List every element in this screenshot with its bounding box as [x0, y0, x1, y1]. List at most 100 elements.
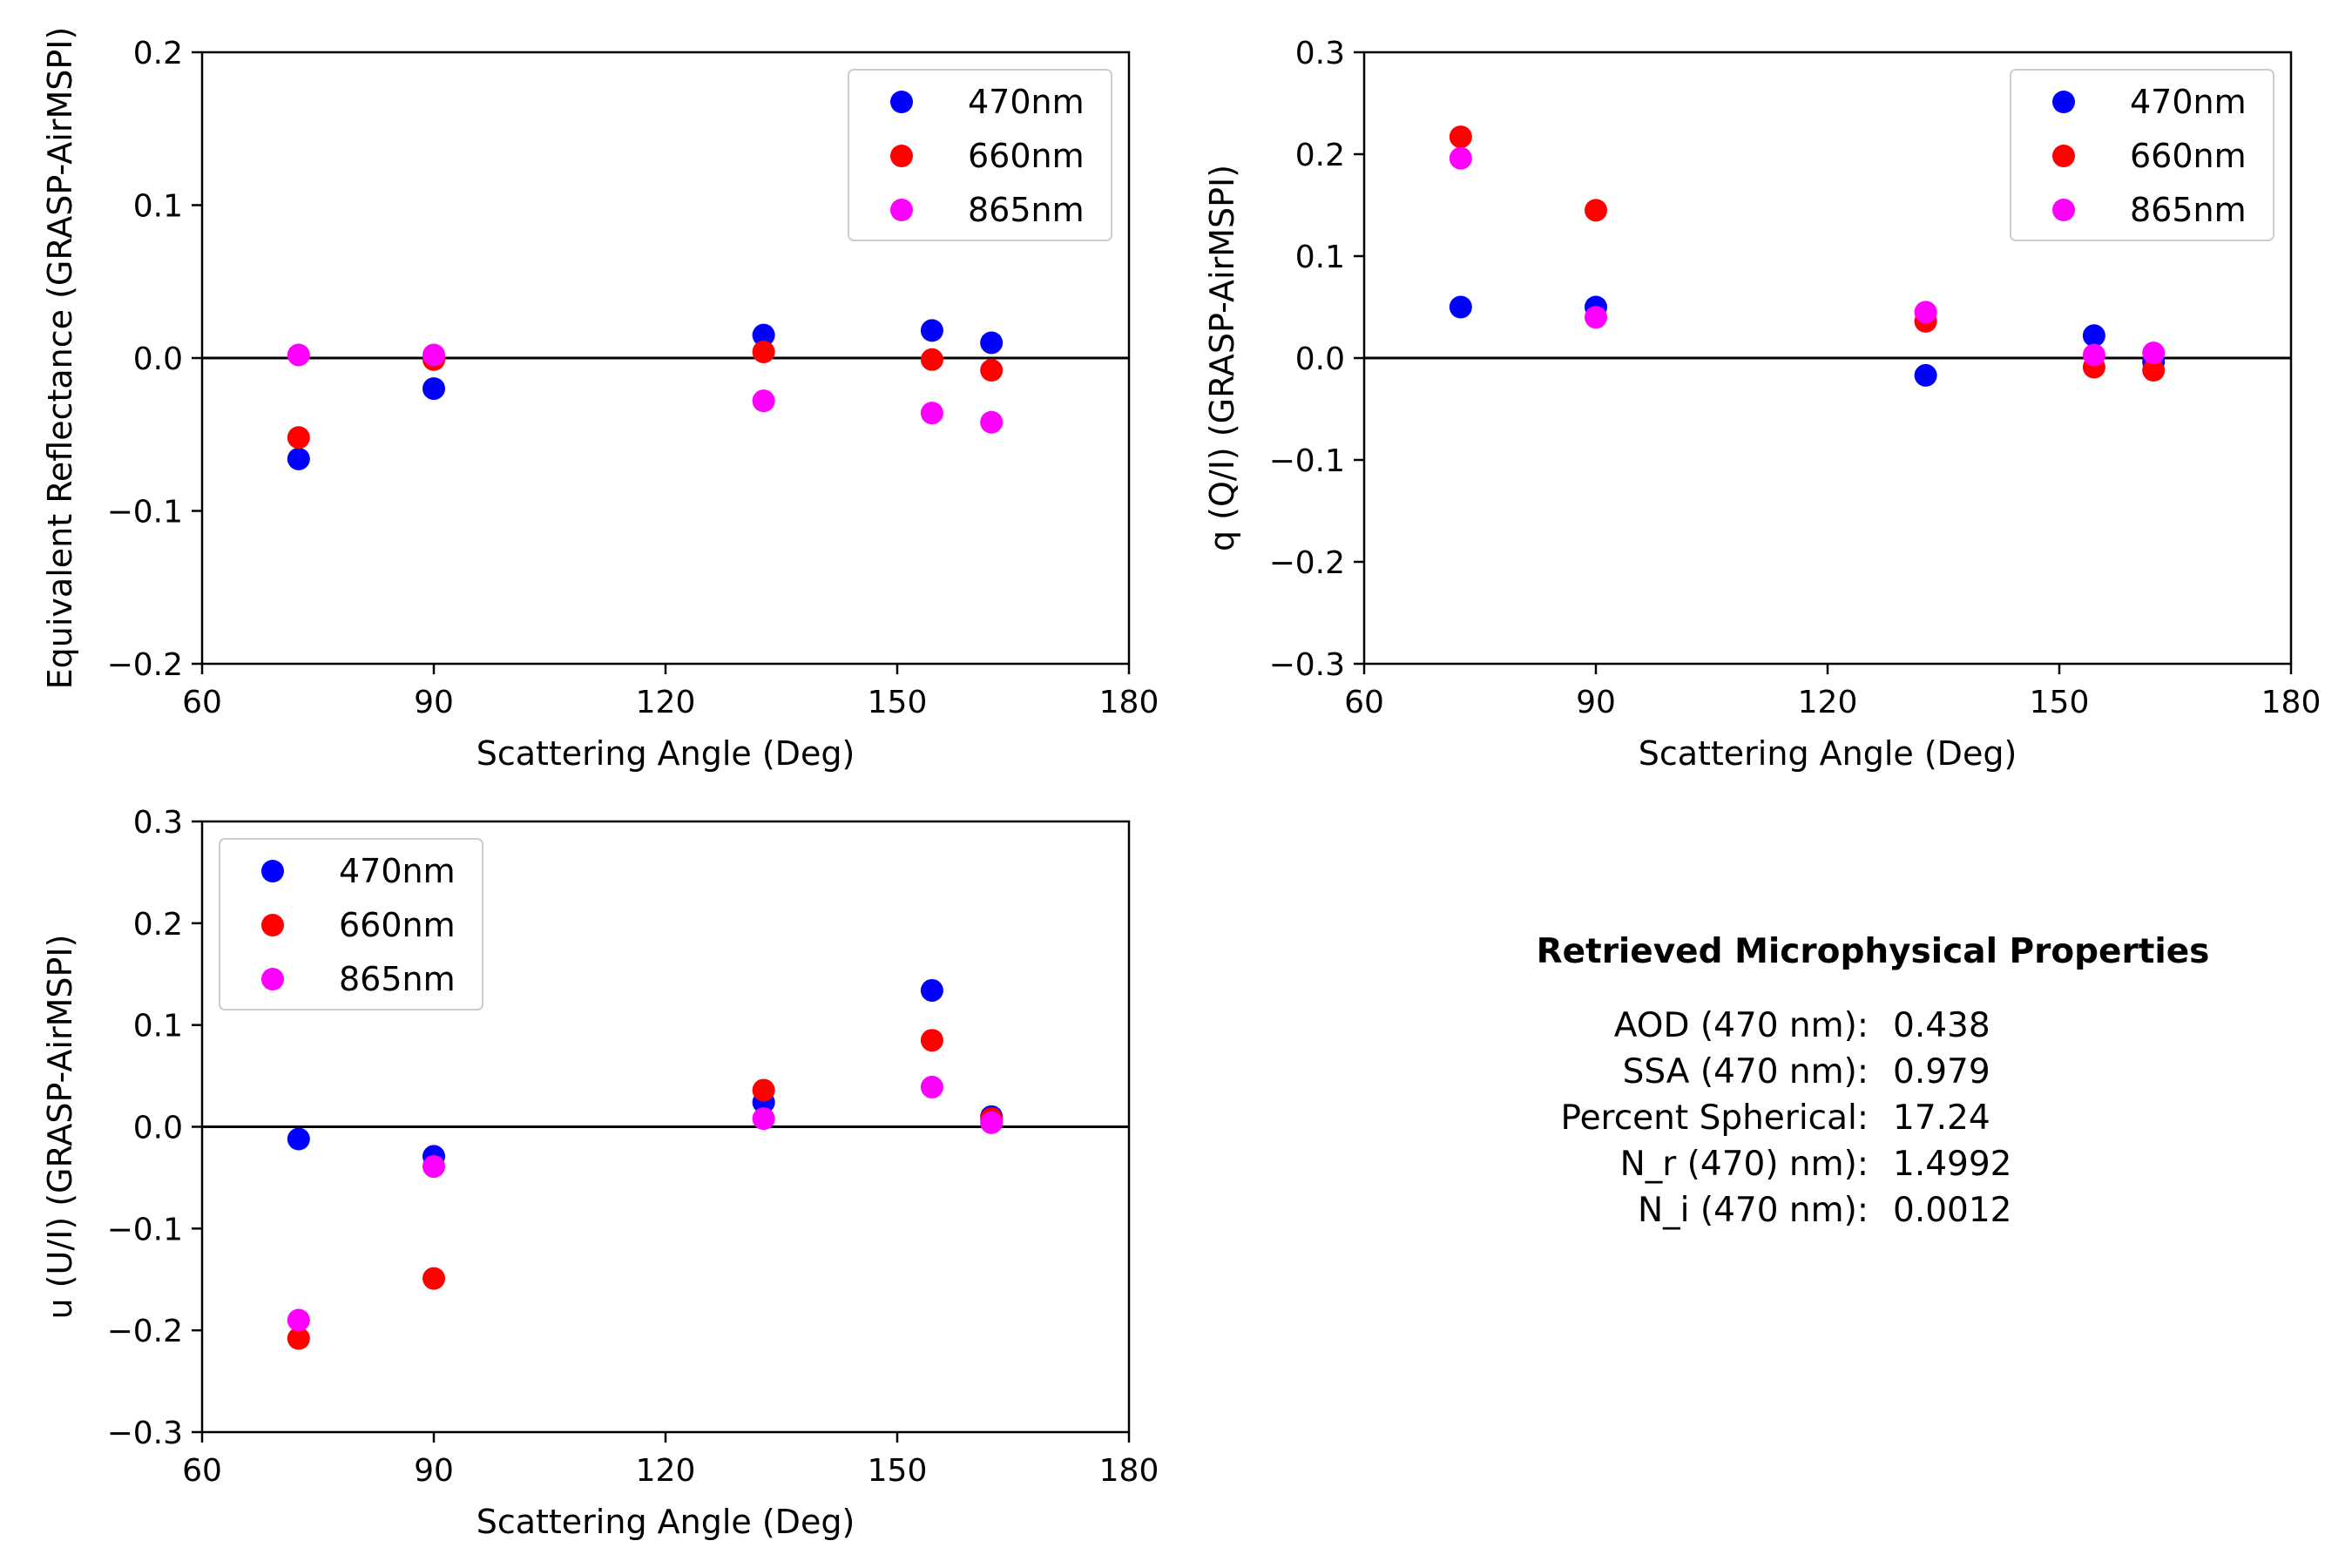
data-point-865nm	[752, 389, 775, 413]
x-tick-label: 90	[1576, 685, 1616, 720]
y-tick-label: −0.2	[107, 647, 183, 683]
data-point-865nm	[2142, 341, 2166, 365]
x-tick-label: 60	[182, 685, 222, 720]
properties-title: Retrieved Microphysical Properties	[1536, 932, 2210, 971]
data-point-865nm	[1449, 146, 1472, 170]
x-tick-label: 60	[182, 1453, 222, 1489]
property-row-ni: N_i (470 nm): 0.0012	[1481, 1187, 2265, 1233]
y-axis-label: Equivalent Reflectance (GRASP-AirMSPI)	[41, 27, 79, 690]
legend-marker-660nm	[2052, 145, 2075, 167]
legend-box	[848, 69, 1112, 241]
data-point-660nm	[1585, 199, 1607, 222]
data-point-865nm	[920, 1075, 943, 1098]
legend-marker-660nm	[261, 914, 284, 936]
property-value: 0.438	[1893, 1006, 1990, 1045]
data-point-470nm	[2082, 324, 2105, 348]
legend-label-865nm: 865nm	[2130, 191, 2247, 229]
x-axis-label: Scattering Angle (Deg)	[476, 734, 855, 773]
property-row-aod: AOD (470 nm): 0.438	[1481, 1003, 2265, 1049]
y-tick-label: 0.2	[133, 36, 183, 71]
y-axis-label: q (Q/I) (GRASP-AirMSPI)	[1203, 165, 1241, 551]
legend-marker-470nm	[2052, 91, 2075, 113]
legend: 470nm 660nm 865nm	[2010, 69, 2274, 241]
legend: 470nm 660nm 865nm	[848, 69, 1112, 241]
x-tick-label: 150	[868, 1453, 928, 1489]
x-tick-label: 60	[1344, 685, 1384, 720]
data-point-470nm	[980, 331, 1004, 355]
data-point-865nm	[920, 402, 943, 425]
legend-label-470nm: 470nm	[2130, 83, 2247, 121]
x-tick-label: 150	[2030, 685, 2090, 720]
data-point-865nm	[287, 343, 310, 367]
data-point-865nm	[1585, 306, 1607, 329]
property-label: N_i (470 nm):	[1637, 1191, 1869, 1230]
x-tick-label: 90	[414, 685, 454, 720]
legend-box	[2010, 69, 2274, 241]
x-axis-label: Scattering Angle (Deg)	[1639, 734, 2017, 773]
data-point-865nm	[980, 410, 1004, 434]
legend-marker-470nm	[261, 860, 284, 882]
legend-box	[219, 838, 483, 1010]
y-tick-label: −0.1	[107, 495, 183, 531]
chart-panel-3: 60 90 120 150 180 −0.3 −0.2 −0.1 0.0 0.1 0.2 0.3 Sca…	[41, 805, 1159, 1541]
y-tick-label: −0.1	[1269, 443, 1345, 479]
data-point-660nm	[287, 1327, 310, 1350]
legend-marker-865nm	[261, 968, 284, 990]
y-tick-label: 0.0	[133, 341, 183, 377]
y-tick-label: 0.1	[1295, 240, 1345, 275]
property-row-nr: N_r (470) nm): 1.4992	[1481, 1141, 2265, 1187]
property-value: 0.0012	[1893, 1191, 2012, 1230]
data-point-865nm	[422, 343, 445, 367]
property-label: AOD (470 nm):	[1613, 1006, 1869, 1045]
y-tick-label: 0.2	[1295, 138, 1345, 173]
x-tick-label: 180	[1099, 1453, 1159, 1489]
x-tick-label: 180	[2261, 685, 2322, 720]
y-tick-label: 0.2	[133, 907, 183, 943]
data-point-865nm	[1914, 301, 1937, 324]
legend-label-660nm: 660nm	[2130, 137, 2247, 175]
legend-label-470nm: 470nm	[968, 83, 1085, 121]
data-point-865nm	[287, 1308, 310, 1332]
x-tick-label: 120	[1798, 685, 1858, 720]
data-point-660nm	[752, 1078, 775, 1102]
y-tick-label: −0.1	[107, 1212, 183, 1247]
chart-panel-1: 60 90 120 150 180 −0.2 −0.1 0.0 0.1 0.2 Scattering…	[41, 27, 1159, 773]
x-tick-label: 120	[636, 1453, 696, 1489]
data-point-660nm	[422, 1267, 445, 1290]
data-point-470nm	[1914, 363, 1937, 387]
legend-label-865nm: 865nm	[968, 191, 1085, 229]
legend-label-470nm: 470nm	[339, 852, 456, 890]
y-tick-label: 0.3	[1295, 36, 1345, 71]
property-label: SSA (470 nm):	[1622, 1052, 1869, 1092]
chart-panel-2: 60 90 120 150 180 −0.3 −0.2 −0.1 0.0 0.1 0.2 0.3 Sca…	[1203, 36, 2321, 773]
data-point-660nm	[980, 359, 1004, 382]
property-row-percent-spherical: Percent Spherical: 17.24	[1481, 1095, 2265, 1141]
data-point-470nm	[1449, 295, 1472, 319]
data-point-865nm	[980, 1111, 1004, 1134]
property-value: 17.24	[1893, 1098, 1990, 1138]
legend: 470nm 660nm 865nm	[219, 838, 483, 1010]
y-tick-label: 0.0	[1295, 341, 1345, 377]
y-tick-label: 0.0	[133, 1111, 183, 1146]
data-point-865nm	[422, 1155, 445, 1179]
y-tick-label: −0.3	[107, 1416, 183, 1451]
property-value: 1.4992	[1893, 1145, 2012, 1184]
legend-label-660nm: 660nm	[968, 137, 1085, 175]
data-point-660nm	[1449, 125, 1472, 149]
legend-marker-865nm	[890, 199, 913, 221]
x-axis-label: Scattering Angle (Deg)	[476, 1503, 855, 1541]
property-value: 0.979	[1893, 1052, 1990, 1092]
data-point-470nm	[752, 323, 775, 347]
property-label: N_r (470) nm):	[1619, 1145, 1869, 1184]
data-point-660nm	[752, 340, 775, 363]
data-point-470nm	[920, 978, 943, 1002]
data-point-660nm	[920, 348, 943, 371]
data-point-660nm	[287, 426, 310, 449]
x-tick-label: 90	[414, 1453, 454, 1489]
y-tick-label: 0.1	[133, 1009, 183, 1044]
y-tick-label: 0.1	[133, 189, 183, 225]
legend-marker-865nm	[2052, 199, 2075, 221]
data-point-470nm	[287, 1127, 310, 1151]
x-tick-label: 120	[636, 685, 696, 720]
